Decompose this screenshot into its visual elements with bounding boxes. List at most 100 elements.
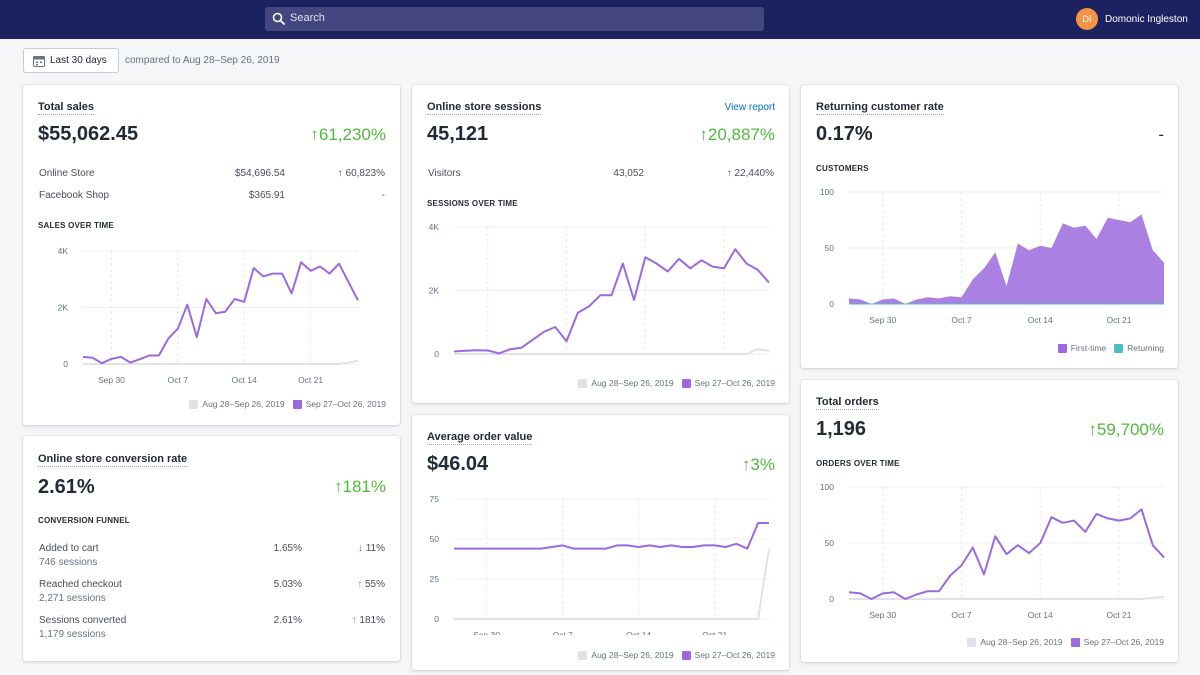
card-title[interactable]: Returning customer rate [816,101,944,115]
x-tick-label: Oct 14 [232,375,257,385]
sessions-card: Online store sessions View report 45,121… [412,85,789,403]
card-title[interactable]: Total orders [816,396,879,410]
date-range-label: Last 30 days [50,55,107,66]
chart-title: SESSIONS OVER TIME [427,199,518,208]
total-orders-card: Total orders 1,196 ↑59,700% ORDERS OVER … [801,380,1178,662]
y-tick-label: 100 [820,187,834,197]
legend-label: First-time [1070,343,1107,353]
x-tick-label: Oct 14 [1028,315,1053,325]
average-order-value-card: Average order value $46.04 ↑3% 0 25 50 75 Se… [412,415,789,670]
series-line-previous [849,595,1165,600]
chart-legend: Aug 28–Sep 26, 2019 Sep 27–Oct 26, 2019 [181,399,386,409]
x-tick-label: Sep 30 [98,375,125,385]
metric-change: ↑61,230% [310,125,386,144]
legend-label: Returning [1127,343,1164,353]
legend-swatch [292,399,302,409]
y-tick-label: 0 [829,299,834,309]
legend-swatch [578,378,588,388]
legend-swatch [1057,343,1067,353]
legend-swatch [967,637,977,647]
metric-value: $46.04 [427,453,489,475]
metric-value: 1,196 [816,418,867,440]
legend-label: Sep 27–Oct 26, 2019 [1083,637,1164,647]
search-input[interactable]: Search [265,7,764,31]
date-range-button[interactable]: Last 30 days [23,48,119,73]
row-value: $365.91 [248,190,285,201]
legend-label: Sep 27–Oct 26, 2019 [694,378,775,388]
customers-chart: 0 50 100 Sep 30 Oct 7 Oct 14 Oct 21 [820,187,1164,325]
x-tick-label: Sep 30 [869,315,896,325]
series-line-previous [454,348,770,355]
legend-current: Sep 27–Oct 26, 2019 [292,399,386,409]
chart-legend: Aug 28–Sep 26, 2019 Sep 27–Oct 26, 2019 [570,650,775,660]
legend-returning: Returning [1114,343,1164,353]
legend-label: Aug 28–Sep 26, 2019 [202,399,285,409]
y-tick-label: 50 [825,538,835,548]
row-label: Visitors [428,168,461,179]
x-tick-label: Oct 7 [552,630,573,635]
y-tick-label: 0 [63,359,68,369]
legend-label: Sep 27–Oct 26, 2019 [694,650,775,660]
returning-customer-card: Returning customer rate 0.17% - CUSTOMER… [801,85,1178,368]
search-icon [272,12,286,26]
y-tick-label: 75 [430,494,440,504]
legend-previous: Aug 28–Sep 26, 2019 [967,637,1063,647]
y-tick-label: 4K [58,246,69,256]
metric-change: ↑3% [741,455,775,474]
funnel-step-label: Added to cart [39,543,99,554]
x-tick-label: Sep 30 [473,630,500,635]
sales-chart: 0 2K 4K Sep 30 Oct 7 Oct 14 Oct 21 [58,246,359,385]
funnel-step-value: 5.03% [273,579,302,590]
funnel-step-sessions: 2,271 sessions [39,593,106,604]
funnel-step-value: 2.61% [273,615,302,626]
metric-value: $55,062.45 [38,123,139,145]
series-line-previous [83,359,359,365]
funnel-step-label: Sessions converted [39,615,127,626]
avatar: DI [1076,8,1098,30]
row-change: - [381,190,385,201]
y-tick-label: 50 [430,534,440,544]
user-menu[interactable]: DI Domonic Ingleston [1076,8,1188,30]
legend-previous: Aug 28–Sep 26, 2019 [189,399,285,409]
y-tick-label: 0 [829,594,834,604]
view-report-link[interactable]: View report [724,102,775,113]
legend-swatch [578,650,588,660]
metric-change: ↑59,700% [1088,420,1164,439]
x-tick-label: Oct 21 [702,630,727,635]
legend-swatch [1114,343,1124,353]
card-title[interactable]: Total sales [38,101,95,115]
funnel-step-sessions: 746 sessions [39,557,98,568]
series-line-previous [454,548,770,620]
search-placeholder: Search [290,12,325,24]
card-title[interactable]: Online store sessions [427,101,542,115]
chart-title: CONVERSION FUNNEL [38,516,130,525]
card-title[interactable]: Average order value [427,431,533,445]
top-bar: Search DI Domonic Ingleston [0,0,1200,39]
y-tick-label: 2K [429,286,440,296]
metric-value: 2.61% [38,476,95,498]
metric-value: 0.17% [816,123,873,145]
change-value: 55% [364,579,385,590]
legend-previous: Aug 28–Sep 26, 2019 [578,650,674,660]
metric-change: - [1158,125,1164,144]
funnel-step-change: ↑ 55% [357,579,385,590]
arrow-up-icon: ↑ [357,579,363,590]
conversion-rate-card: Online store conversion rate 2.61% ↑181%… [23,436,400,661]
legend-swatch [681,378,691,388]
legend-first-time: First-time [1057,343,1107,353]
card-title[interactable]: Online store conversion rate [38,453,188,467]
orders-chart: 0 50 100 Sep 30 Oct 7 Oct 14 Oct 21 [820,482,1165,620]
change-value: 11% [365,543,385,554]
funnel-step-change: ↑ 181% [352,615,385,626]
chart-title: ORDERS OVER TIME [816,459,900,468]
legend-label: Aug 28–Sep 26, 2019 [980,637,1063,647]
metric-change: ↑181% [334,477,386,496]
row-label: Online Store [39,168,95,179]
series-line-current [848,508,1165,600]
funnel-step-sessions: 1,179 sessions [39,629,106,640]
row-change: ↑ 22,440% [726,168,774,179]
legend-current: Sep 27–Oct 26, 2019 [1070,637,1164,647]
x-tick-label: Oct 21 [298,375,323,385]
funnel-step-label: Reached checkout [39,579,122,590]
